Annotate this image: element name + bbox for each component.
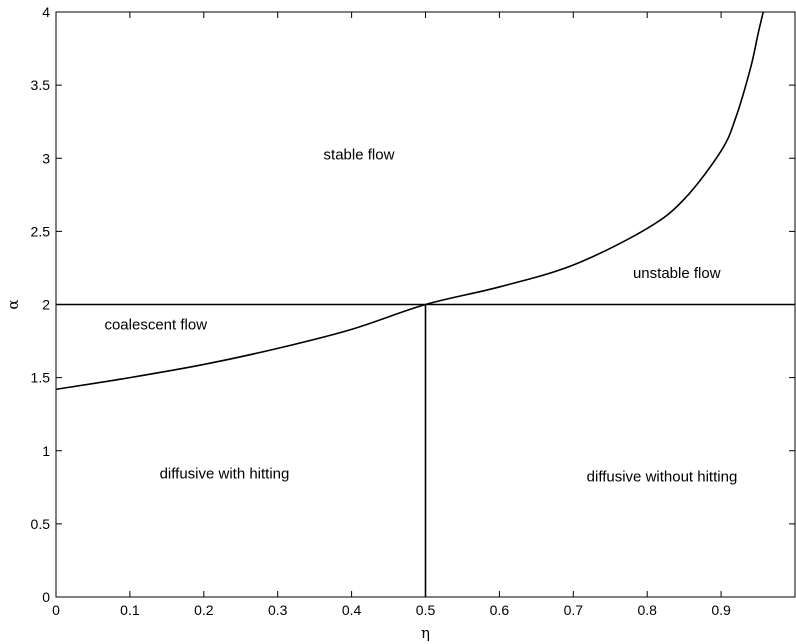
- y-tick-label: 4: [42, 4, 50, 20]
- region-label: coalescent flow: [104, 316, 207, 333]
- y-tick-label: 1: [42, 443, 50, 459]
- x-tick-label: 0.9: [711, 602, 731, 618]
- x-tick-label: 0.7: [564, 602, 584, 618]
- y-tick-label: 3: [42, 150, 50, 166]
- y-axis-label: α: [4, 299, 22, 309]
- region-label: unstable flow: [633, 265, 721, 282]
- x-tick-label: 0.6: [490, 602, 510, 618]
- x-tick-label: 0.3: [268, 602, 288, 618]
- series-layer: [55, 11, 795, 597]
- region-label: diffusive without hitting: [587, 468, 738, 485]
- region-label: diffusive with hitting: [160, 466, 290, 483]
- x-tick-label: 0.5: [416, 602, 436, 618]
- x-axis-label: η: [421, 624, 430, 642]
- region-labels: stable flow unstable flow coalescent flow d…: [104, 147, 737, 486]
- y-tick-label: 0.5: [31, 516, 51, 532]
- x-tick-label: 0: [52, 602, 60, 618]
- y-tick-label: 3.5: [31, 77, 51, 93]
- axis-ticks: [55, 11, 796, 598]
- region-label: stable flow: [324, 147, 395, 164]
- y-tick-label: 1.5: [31, 370, 51, 386]
- x-tick-label: 0.4: [342, 602, 362, 618]
- x-tick-label: 0.8: [637, 602, 657, 618]
- x-tick-label: 0.2: [194, 602, 214, 618]
- axis-tick-labels: 0 0.1 0.2 0.3 0.4 0.5 0.6 0.7 0.8 0.9 0 0.5 1 1.5 2 2.5…: [31, 4, 732, 618]
- y-tick-label: 2: [42, 297, 50, 313]
- x-tick-label: 0.1: [120, 602, 140, 618]
- y-tick-label: 2.5: [31, 223, 51, 239]
- y-tick-label: 0: [42, 589, 50, 605]
- boundary-curve: [55, 11, 765, 391]
